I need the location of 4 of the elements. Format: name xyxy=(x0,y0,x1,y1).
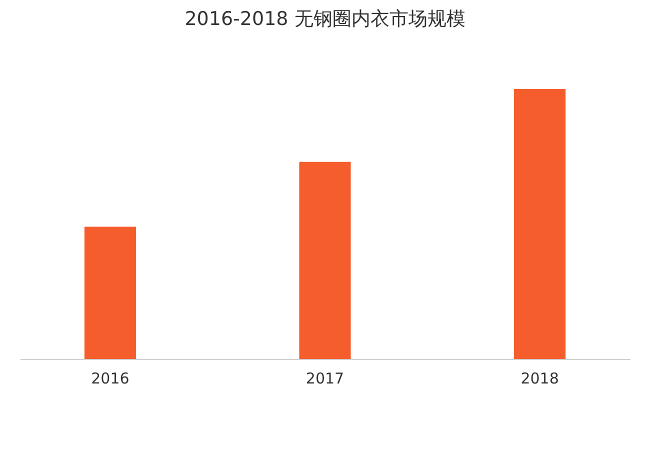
x-tick-label: 2018 xyxy=(520,370,559,388)
x-tick-label: 2016 xyxy=(91,370,130,388)
x-tick-label: 2017 xyxy=(306,370,344,388)
chart-title: 2016-2018 无钢圈内衣市场规模 xyxy=(184,8,466,30)
